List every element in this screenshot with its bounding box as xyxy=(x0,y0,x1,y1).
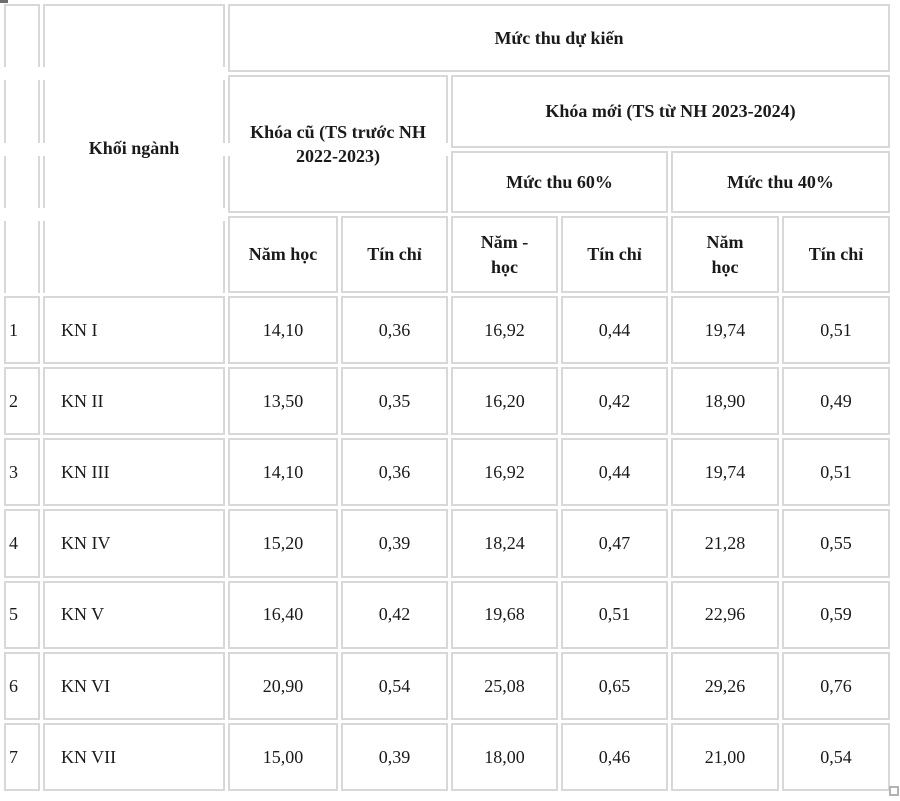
top-left-artifact xyxy=(0,0,8,3)
year-column-header: Năm - học xyxy=(451,216,558,293)
old-cohort-border-segment xyxy=(228,156,448,213)
value-cell: 0,51 xyxy=(561,580,668,649)
value-cell: 0,42 xyxy=(561,367,668,436)
tuition-table: Khối ngành Mức thu dự kiến Khóa cũ (TS t… xyxy=(4,4,890,791)
credit-column-header: Tín chỉ xyxy=(341,216,448,293)
value-cell: 0,55 xyxy=(782,509,890,578)
expected-fee-header: Mức thu dự kiến xyxy=(228,4,890,72)
index-header-border-segment xyxy=(4,4,40,67)
value-cell: 0,46 xyxy=(561,722,668,791)
value-cell: 14,10 xyxy=(228,296,338,365)
value-cell: 19,74 xyxy=(671,438,779,507)
group-column-header: Khối ngành xyxy=(88,138,180,159)
value-cell: 13,50 xyxy=(228,367,338,436)
value-cell: 19,68 xyxy=(451,580,558,649)
value-cell: 16,92 xyxy=(451,296,558,365)
value-cell: 21,00 xyxy=(671,722,779,791)
value-cell: 0,65 xyxy=(561,651,668,720)
index-cell: 5 xyxy=(4,580,40,649)
value-cell: 16,92 xyxy=(451,438,558,507)
year-column-header: Năm học xyxy=(671,216,779,293)
index-cell: 1 xyxy=(4,296,40,365)
index-header-border-segment xyxy=(4,221,40,293)
value-cell: 0,51 xyxy=(782,438,890,507)
value-cell: 0,54 xyxy=(341,651,448,720)
group-header-border-segment xyxy=(43,221,225,293)
value-cell: 0,39 xyxy=(341,722,448,791)
value-cell: 0,59 xyxy=(782,580,890,649)
value-cell: 18,90 xyxy=(671,367,779,436)
credit-column-header: Tín chỉ xyxy=(561,216,668,293)
new-cohort-header: Khóa mới (TS từ NH 2023-2024) xyxy=(451,75,890,148)
value-cell: 0,51 xyxy=(782,296,890,365)
value-cell: 0,54 xyxy=(782,722,890,791)
rate-40-header: Mức thu 40% xyxy=(671,151,890,213)
value-cell: 29,26 xyxy=(671,651,779,720)
group-cell: KN IV xyxy=(43,509,225,578)
value-cell: 0,76 xyxy=(782,651,890,720)
value-cell: 20,90 xyxy=(228,651,338,720)
value-cell: 16,20 xyxy=(451,367,558,436)
old-cohort-border-segment xyxy=(228,75,448,143)
value-cell: 22,96 xyxy=(671,580,779,649)
index-cell: 7 xyxy=(4,722,40,791)
value-cell: 0,39 xyxy=(341,509,448,578)
value-cell: 25,08 xyxy=(451,651,558,720)
group-header-border-segment xyxy=(43,4,225,67)
resize-handle-icon xyxy=(889,786,899,796)
year-column-header: Năm học xyxy=(228,216,338,293)
group-cell: KN I xyxy=(43,296,225,365)
group-cell: KN III xyxy=(43,438,225,507)
value-cell: 14,10 xyxy=(228,438,338,507)
group-cell: KN VII xyxy=(43,722,225,791)
group-cell: KN II xyxy=(43,367,225,436)
value-cell: 16,40 xyxy=(228,580,338,649)
index-cell: 2 xyxy=(4,367,40,436)
value-cell: 0,44 xyxy=(561,438,668,507)
credit-column-header: Tín chỉ xyxy=(782,216,890,293)
value-cell: 18,00 xyxy=(451,722,558,791)
index-cell: 6 xyxy=(4,651,40,720)
index-cell: 4 xyxy=(4,509,40,578)
value-cell: 0,36 xyxy=(341,296,448,365)
value-cell: 18,24 xyxy=(451,509,558,578)
value-cell: 15,00 xyxy=(228,722,338,791)
value-cell: 19,74 xyxy=(671,296,779,365)
group-header-border-segment xyxy=(43,156,225,208)
value-cell: 15,20 xyxy=(228,509,338,578)
value-cell: 0,47 xyxy=(561,509,668,578)
rate-60-header: Mức thu 60% xyxy=(451,151,668,213)
value-cell: 0,42 xyxy=(341,580,448,649)
old-cohort-header: Khóa cũ (TS trước NH 2022-2023) xyxy=(250,121,426,166)
value-cell: 0,49 xyxy=(782,367,890,436)
index-header-border-segment xyxy=(4,80,40,143)
value-cell: 0,35 xyxy=(341,367,448,436)
index-header-border-segment xyxy=(4,156,40,208)
index-cell: 3 xyxy=(4,438,40,507)
group-cell: KN VI xyxy=(43,651,225,720)
value-cell: 0,44 xyxy=(561,296,668,365)
group-cell: KN V xyxy=(43,580,225,649)
value-cell: 21,28 xyxy=(671,509,779,578)
value-cell: 0,36 xyxy=(341,438,448,507)
group-header-border-segment xyxy=(43,80,225,143)
